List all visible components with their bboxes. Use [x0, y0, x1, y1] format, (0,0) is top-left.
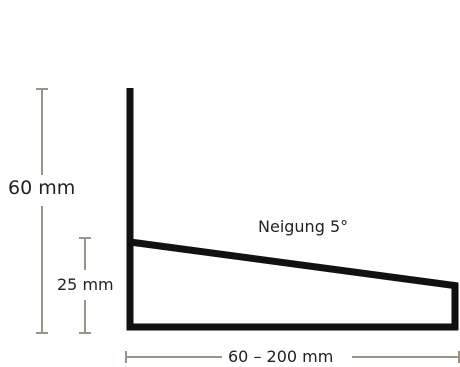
- dimension-height-front: [79, 237, 91, 334]
- height-total-label: 60 mm: [8, 177, 76, 199]
- height-front-label: 25 mm: [57, 275, 114, 294]
- width-range-label: 60 – 200 mm: [224, 349, 338, 365]
- sloped-top: [129, 238, 459, 290]
- dimension-height-total: [36, 88, 48, 334]
- dimension-width: [125, 351, 460, 363]
- profile-outline: [126, 88, 459, 331]
- slope-label: Neigung 5°: [258, 217, 349, 236]
